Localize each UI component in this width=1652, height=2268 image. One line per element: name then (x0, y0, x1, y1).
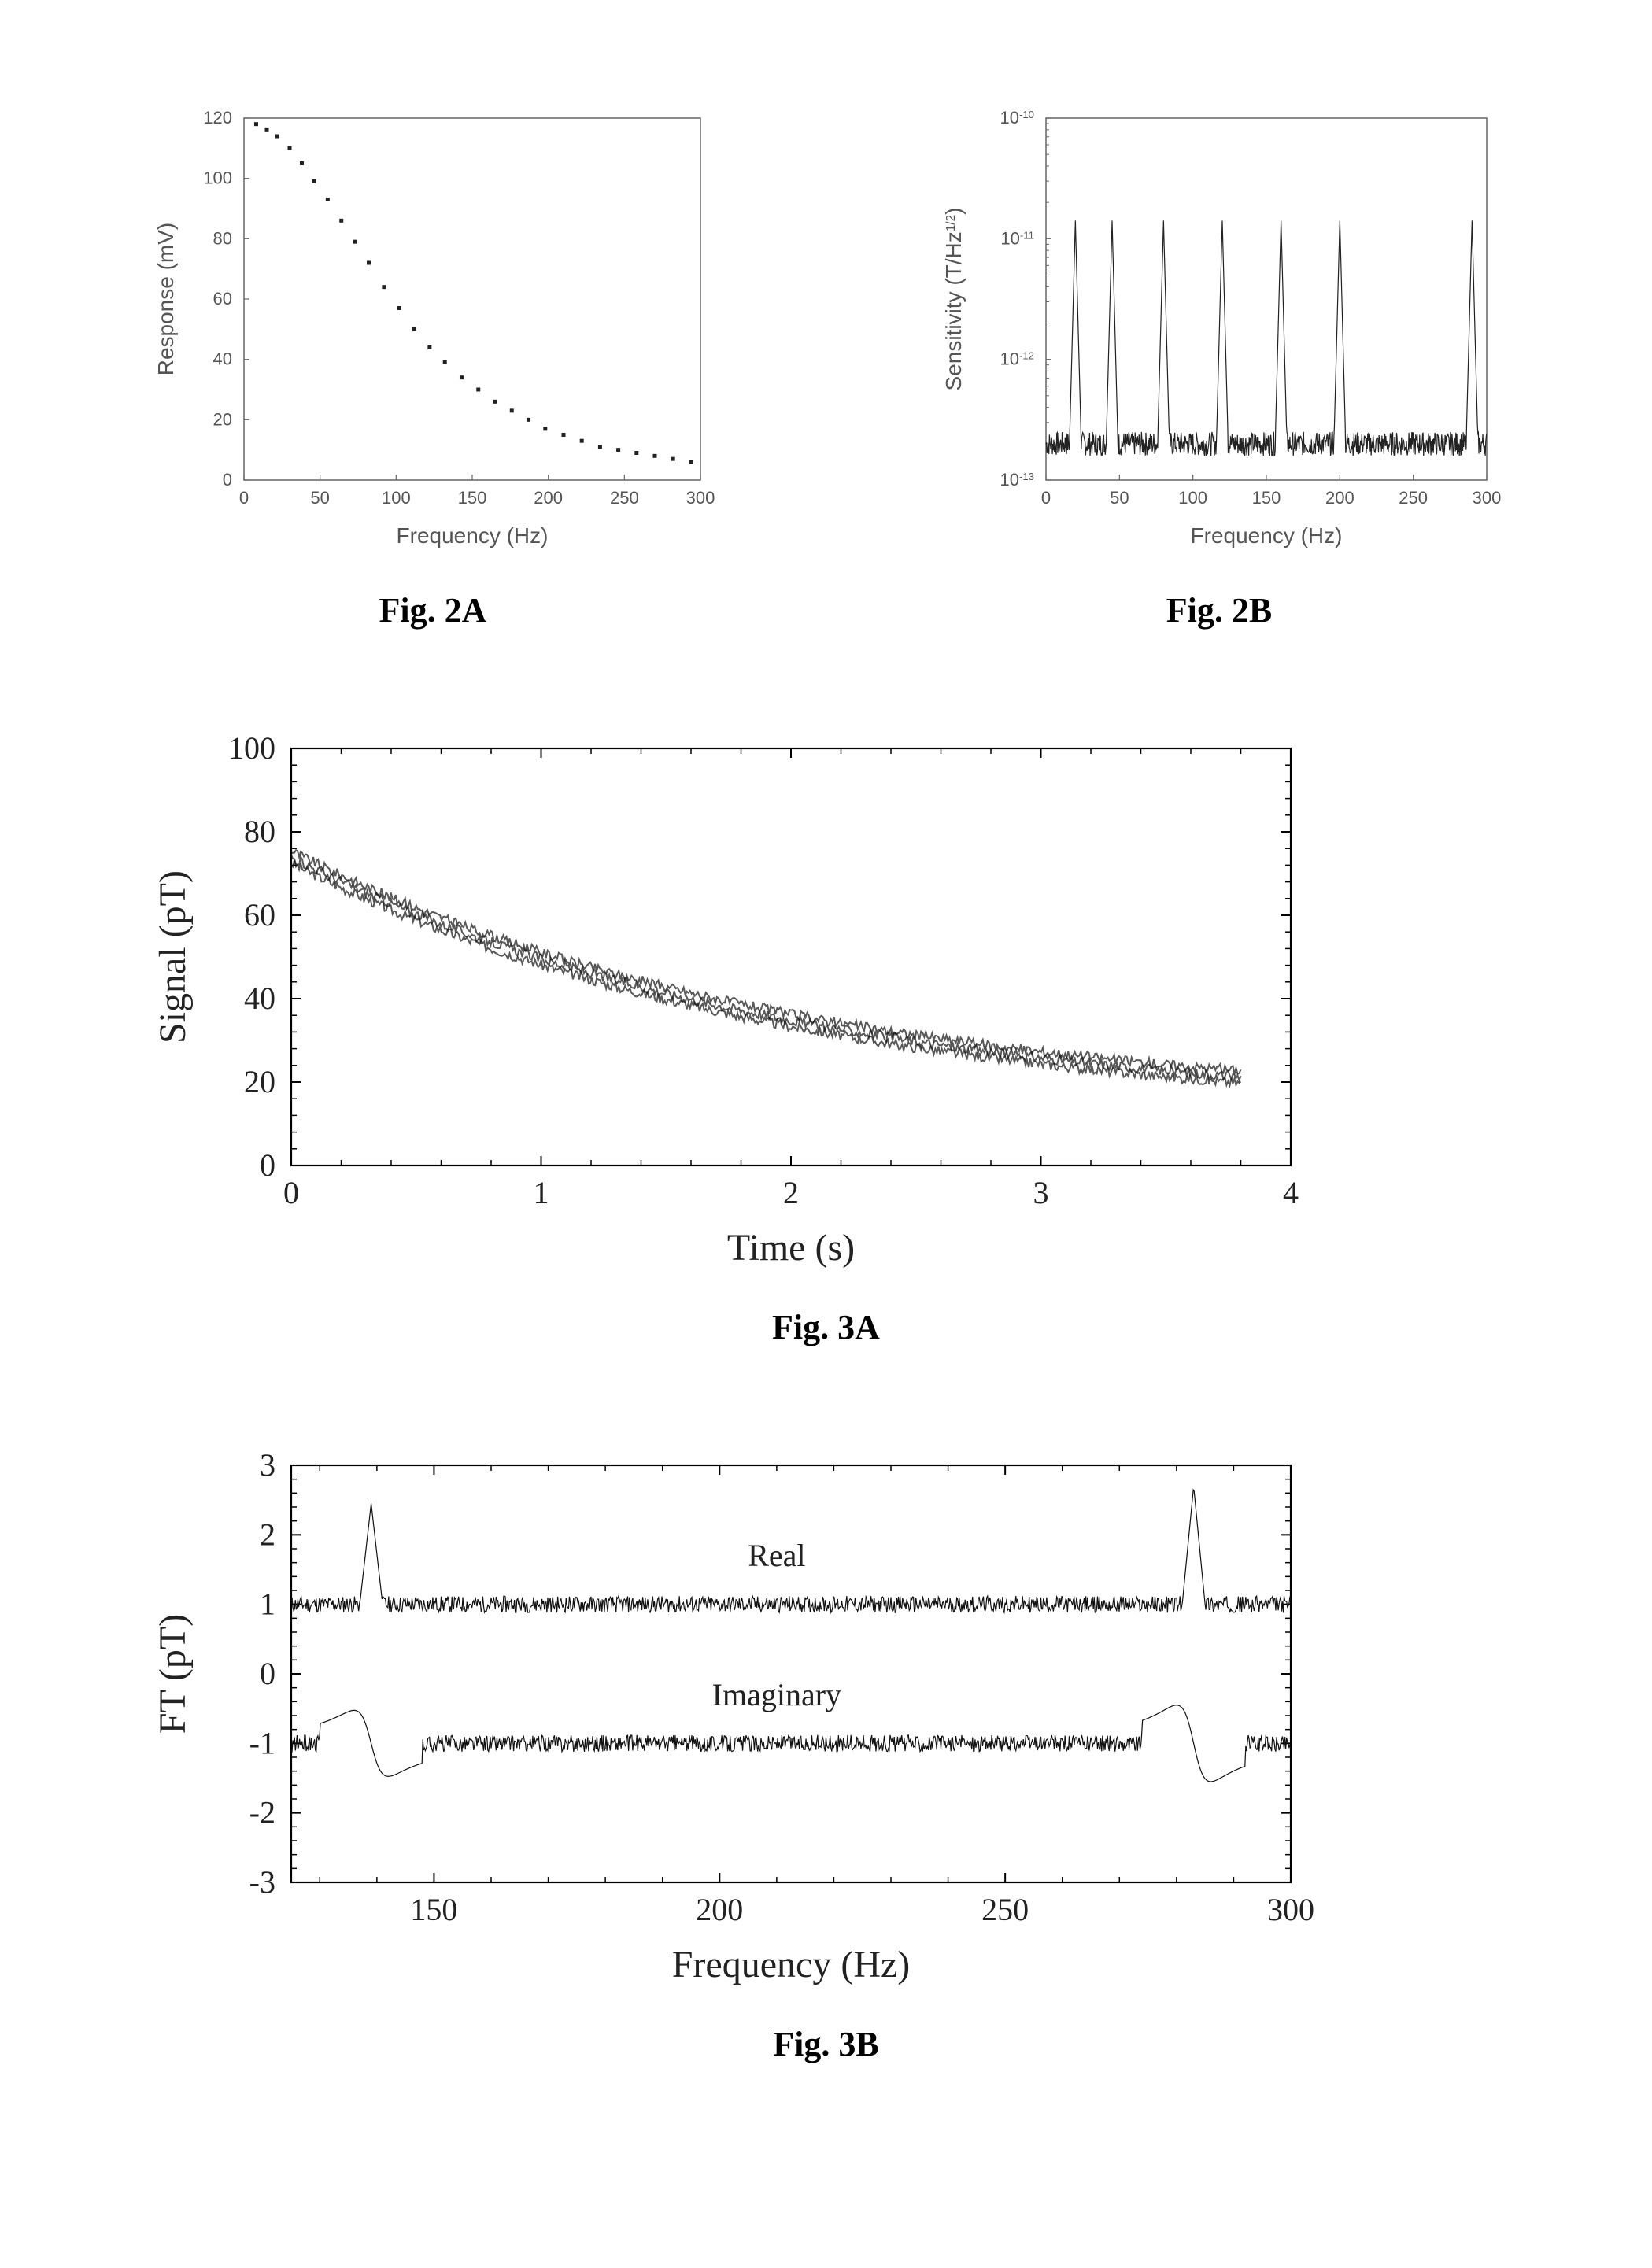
svg-text:Signal (pT): Signal (pT) (152, 870, 194, 1044)
fig-2b-caption: Fig. 2B (928, 590, 1510, 630)
fig-3b-chart: 150 200 250 300 -3 -2 -1 0 1 2 3 Frequency (Hz) FT (… (142, 1434, 1322, 2000)
fig-3a-chart: 01234020406080100Time (s)Signal (pT) (142, 717, 1322, 1284)
svg-text:4: 4 (1283, 1175, 1299, 1210)
svg-text:40: 40 (244, 981, 275, 1016)
svg-text:Response (mV): Response (mV) (153, 223, 178, 376)
fig-3b-caption: Fig. 3B (142, 2024, 1510, 2064)
svg-text:300: 300 (686, 488, 715, 508)
svg-text:300: 300 (1267, 1892, 1314, 1927)
fig-2a-chart: 0 50 100 150 200 250 300 0 20 40 60 80 100 120 Frequen… (142, 94, 724, 567)
svg-text:50: 50 (310, 488, 329, 508)
fig-2a-wrap: 0 50 100 150 200 250 300 0 20 40 60 80 100 120 Frequen… (142, 94, 724, 630)
fig-2b-chart: 0 50 100 150 200 250 300 10-13 10-12 10-11 10-10 Fr… (928, 94, 1510, 567)
svg-text:10-12: 10-12 (1000, 349, 1034, 369)
top-row: 0 50 100 150 200 250 300 0 20 40 60 80 100 120 Frequen… (142, 94, 1510, 630)
svg-text:80: 80 (213, 228, 232, 248)
svg-text:100: 100 (228, 730, 275, 766)
svg-text:0: 0 (283, 1175, 299, 1210)
page: 050100150200250300020406080100120Frequen… (0, 0, 1652, 2268)
svg-text:2: 2 (260, 1516, 275, 1552)
svg-text:Sensitivity (T/Hz1/2): Sensitivity (T/Hz1/2) (941, 208, 966, 391)
svg-text:-2: -2 (249, 1795, 275, 1830)
svg-text:10-10: 10-10 (1000, 108, 1034, 127)
svg-text:FT (pT): FT (pT) (152, 1614, 194, 1734)
svg-text:60: 60 (213, 289, 232, 308)
svg-text:3: 3 (1033, 1175, 1049, 1210)
svg-text:Time (s): Time (s) (727, 1227, 855, 1269)
svg-text:120: 120 (203, 108, 232, 127)
svg-text:1: 1 (260, 1586, 275, 1622)
svg-text:250: 250 (610, 488, 639, 508)
svg-text:20: 20 (213, 409, 232, 429)
svg-text:250: 250 (1399, 488, 1428, 508)
svg-text:Frequency (Hz): Frequency (Hz) (672, 1944, 911, 1985)
svg-text:-3: -3 (249, 1864, 275, 1900)
svg-text:250: 250 (981, 1892, 1029, 1927)
svg-text:50: 50 (1110, 488, 1129, 508)
svg-text:0: 0 (1041, 488, 1051, 508)
svg-text:300: 300 (1473, 488, 1502, 508)
svg-text:80: 80 (244, 814, 275, 849)
svg-text:Imaginary: Imaginary (712, 1677, 841, 1712)
svg-text:100: 100 (382, 488, 411, 508)
svg-text:1: 1 (534, 1175, 549, 1210)
svg-text:200: 200 (696, 1892, 743, 1927)
svg-text:10-11: 10-11 (1000, 228, 1034, 248)
svg-text:200: 200 (1325, 488, 1354, 508)
svg-text:150: 150 (1252, 488, 1281, 508)
fig-2a-caption: Fig. 2A (142, 590, 724, 630)
svg-text:0: 0 (239, 488, 249, 508)
fig-2b-wrap: 0 50 100 150 200 250 300 10-13 10-12 10-11 10-10 Fr… (928, 94, 1510, 630)
svg-text:200: 200 (534, 488, 563, 508)
svg-text:10-13: 10-13 (1000, 470, 1034, 489)
svg-text:40: 40 (213, 349, 232, 369)
svg-text:3: 3 (260, 1447, 275, 1483)
svg-text:0: 0 (223, 470, 232, 489)
svg-text:60: 60 (244, 897, 275, 933)
svg-text:20: 20 (244, 1064, 275, 1099)
fig-3a-caption: Fig. 3A (142, 1307, 1510, 1347)
svg-text:Frequency (Hz): Frequency (Hz) (1191, 523, 1343, 548)
svg-text:150: 150 (410, 1892, 457, 1927)
svg-text:100: 100 (1178, 488, 1207, 508)
svg-text:0: 0 (260, 1147, 275, 1183)
svg-text:100: 100 (203, 168, 232, 188)
svg-text:150: 150 (458, 488, 487, 508)
fig-3a-wrap: 01234020406080100Time (s)Signal (pT) Fig… (142, 717, 1510, 1347)
svg-text:-1: -1 (249, 1725, 275, 1760)
svg-text:Frequency (Hz): Frequency (Hz) (397, 523, 549, 548)
svg-text:Real: Real (748, 1538, 805, 1573)
svg-text:0: 0 (260, 1656, 275, 1691)
fig-3b-wrap: 150 200 250 300 -3 -2 -1 0 1 2 3 Frequency (Hz) FT (… (142, 1434, 1510, 2064)
svg-text:2: 2 (783, 1175, 799, 1210)
